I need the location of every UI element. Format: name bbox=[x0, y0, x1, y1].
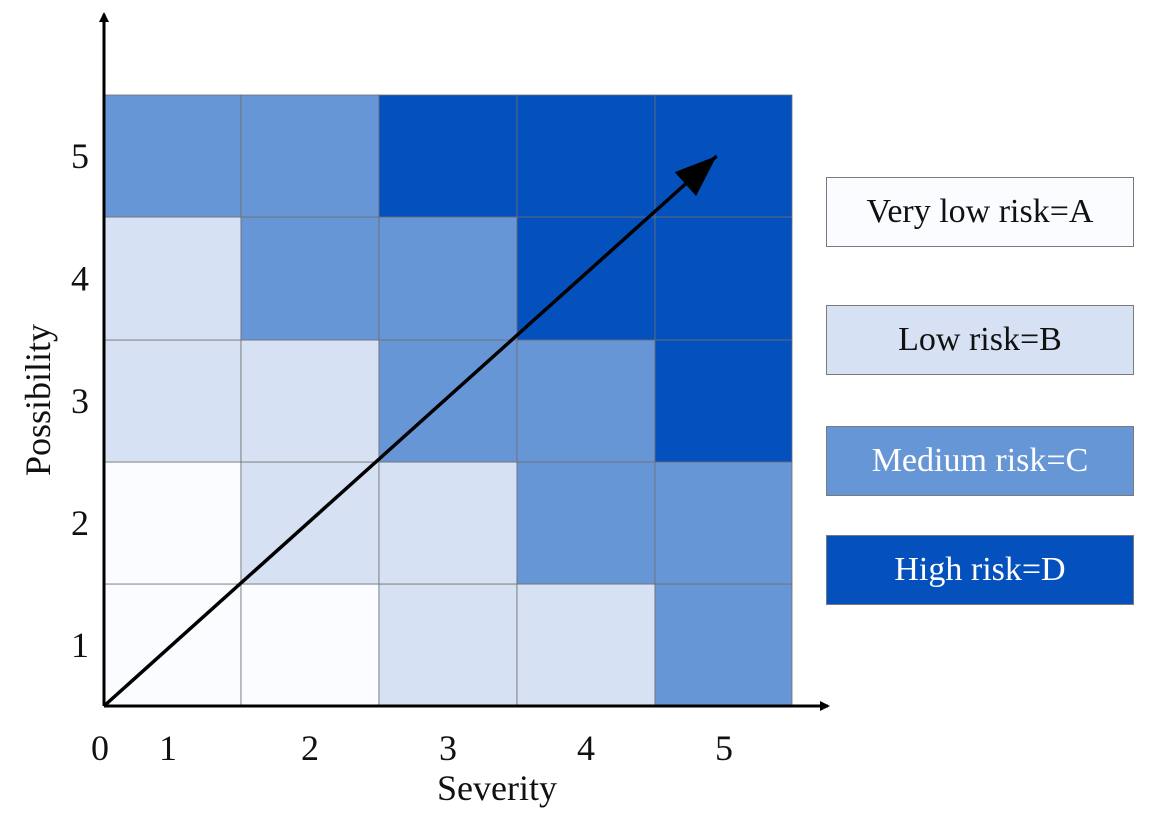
legend-label: Very low risk=A bbox=[866, 193, 1094, 230]
trend-arrow-head bbox=[674, 156, 717, 196]
heatmap-cell-severity-5-possibility-4 bbox=[654, 216, 793, 341]
heatmap-cell-severity-3-possibility-4 bbox=[378, 216, 518, 341]
heatmap-cell-severity-1-possibility-3 bbox=[103, 339, 242, 463]
heatmap-cell-severity-1-possibility-2 bbox=[103, 461, 242, 585]
y-tick-label: 1 bbox=[71, 625, 89, 665]
legend-label: Low risk=B bbox=[898, 321, 1062, 358]
x-tick-label: 3 bbox=[439, 728, 457, 768]
heatmap-cell-severity-3-possibility-2 bbox=[378, 461, 518, 585]
heatmap-cell-severity-2-possibility-3 bbox=[240, 339, 380, 463]
heatmap-cell-severity-4-possibility-2 bbox=[516, 461, 656, 585]
legend-label: High risk=D bbox=[894, 551, 1066, 588]
x-tick-label: 5 bbox=[715, 728, 733, 768]
heatmap-cell-severity-5-possibility-1 bbox=[654, 583, 793, 707]
heatmap-cell-severity-2-possibility-1 bbox=[240, 583, 380, 707]
y-axis-title: Possibility bbox=[18, 324, 58, 476]
y-tick-label: 5 bbox=[71, 136, 89, 176]
legend-item-a: Very low risk=A bbox=[826, 177, 1134, 247]
heatmap-cell-severity-2-possibility-5 bbox=[240, 94, 380, 218]
heatmap-cell-severity-5-possibility-5 bbox=[654, 94, 793, 218]
x-tick-label: 2 bbox=[301, 728, 319, 768]
heatmap-cell-severity-5-possibility-2 bbox=[654, 461, 793, 585]
heatmap-cell-severity-4-possibility-3 bbox=[516, 339, 656, 463]
origin-label: 0 bbox=[91, 728, 109, 768]
heatmap-cell-severity-5-possibility-3 bbox=[654, 339, 793, 463]
heatmap-cell-severity-2-possibility-4 bbox=[240, 216, 380, 341]
axis-labels: Severity Possibility 0 bbox=[18, 324, 557, 808]
x-axis-title: Severity bbox=[437, 768, 557, 808]
tick-labels: 1 2 3 4 5 1 2 3 4 5 bbox=[71, 136, 733, 768]
heatmap-cells bbox=[103, 94, 793, 707]
heatmap-cell-severity-4-possibility-1 bbox=[516, 583, 656, 707]
trend-arrow bbox=[102, 154, 718, 708]
y-tick-label: 4 bbox=[71, 259, 89, 299]
x-tick-label: 1 bbox=[159, 728, 177, 768]
axes bbox=[99, 12, 830, 711]
heatmap-cell-severity-4-possibility-4 bbox=[516, 216, 656, 341]
y-tick-label: 2 bbox=[71, 503, 89, 543]
x-tick-label: 4 bbox=[577, 728, 595, 768]
legend-label: Medium risk=C bbox=[871, 442, 1089, 479]
legend-item-b: Low risk=B bbox=[826, 305, 1134, 375]
heatmap-cell-severity-3-possibility-5 bbox=[378, 94, 518, 218]
trend-arrow-line bbox=[102, 154, 718, 708]
heatmap-cell-severity-1-possibility-5 bbox=[103, 94, 242, 218]
legend-item-c: Medium risk=C bbox=[826, 426, 1134, 496]
heatmap-cell-severity-1-possibility-4 bbox=[103, 216, 242, 341]
heatmap-cell-severity-3-possibility-1 bbox=[378, 583, 518, 707]
legend-item-d: High risk=D bbox=[826, 535, 1134, 605]
heatmap-cell-severity-3-possibility-3 bbox=[378, 339, 518, 463]
heatmap-cell-severity-4-possibility-5 bbox=[516, 94, 656, 218]
y-tick-label: 3 bbox=[71, 381, 89, 421]
